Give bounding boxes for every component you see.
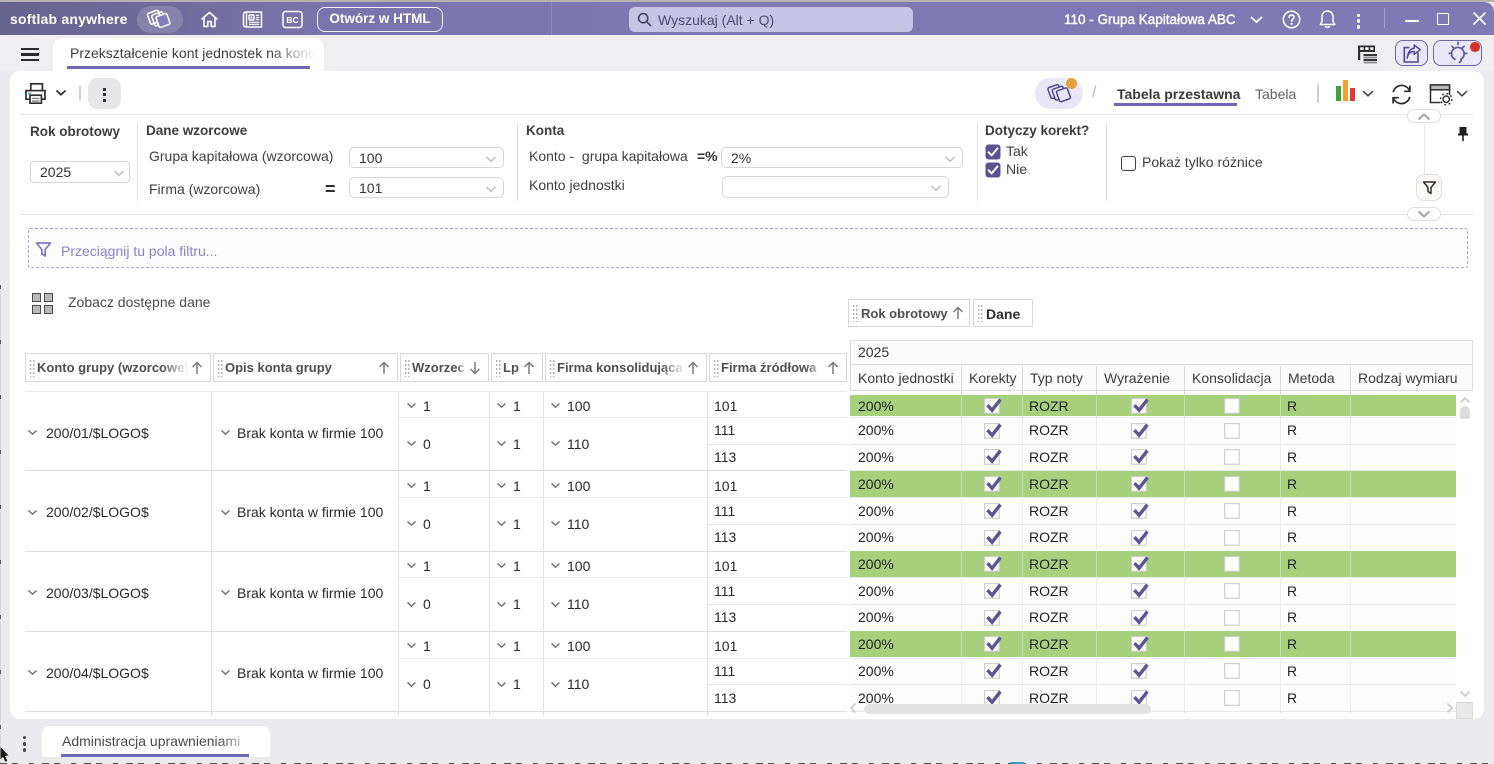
svg-text:BC: BC <box>286 15 298 25</box>
